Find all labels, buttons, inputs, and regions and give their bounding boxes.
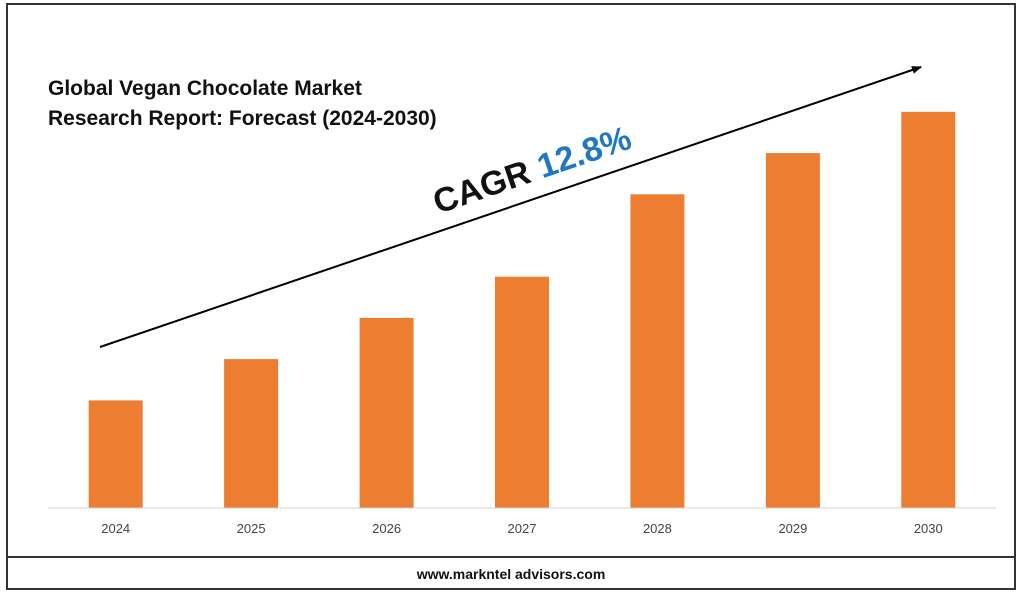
website-link[interactable]: www.markntel advisors.com [416, 566, 606, 582]
bar-2026 [359, 317, 414, 508]
bar-2028 [630, 194, 685, 509]
x-tick-label-2024: 2024 [101, 521, 130, 536]
x-tick-label-2028: 2028 [643, 521, 672, 536]
x-tick-label-2030: 2030 [914, 521, 943, 536]
chart-title-line-2: Research Report: Forecast (2024-2030) [48, 107, 437, 130]
bar-2029 [765, 153, 820, 508]
chart-title: Global Vegan Chocolate Market Research R… [48, 74, 437, 134]
bars-group [88, 111, 956, 509]
cagr-value: 12.8% [533, 119, 637, 186]
x-tick-labels: 2024 2025 2026 2027 2028 2029 2030 [101, 521, 943, 536]
bar-2024 [88, 400, 143, 508]
bar-chart: 2024 2025 2026 2027 2028 2029 2030 CAGR12.8% [48, 66, 996, 536]
x-tick-label-2029: 2029 [778, 521, 807, 536]
cagr-annotation: CAGR12.8% [428, 119, 636, 222]
x-tick-label-2027: 2027 [508, 521, 537, 536]
x-tick-label-2025: 2025 [237, 521, 266, 536]
chart-title-line-1: Global Vegan Chocolate Market [48, 77, 362, 100]
bar-2025 [224, 359, 279, 508]
footer-divider [6, 556, 1016, 558]
bar-2030 [901, 111, 956, 509]
cagr-label: CAGR [428, 153, 535, 221]
footer: www.markntel advisors.com [6, 558, 1016, 590]
x-tick-label-2026: 2026 [372, 521, 401, 536]
bar-2027 [495, 276, 549, 508]
trend-arrow [99, 66, 922, 348]
